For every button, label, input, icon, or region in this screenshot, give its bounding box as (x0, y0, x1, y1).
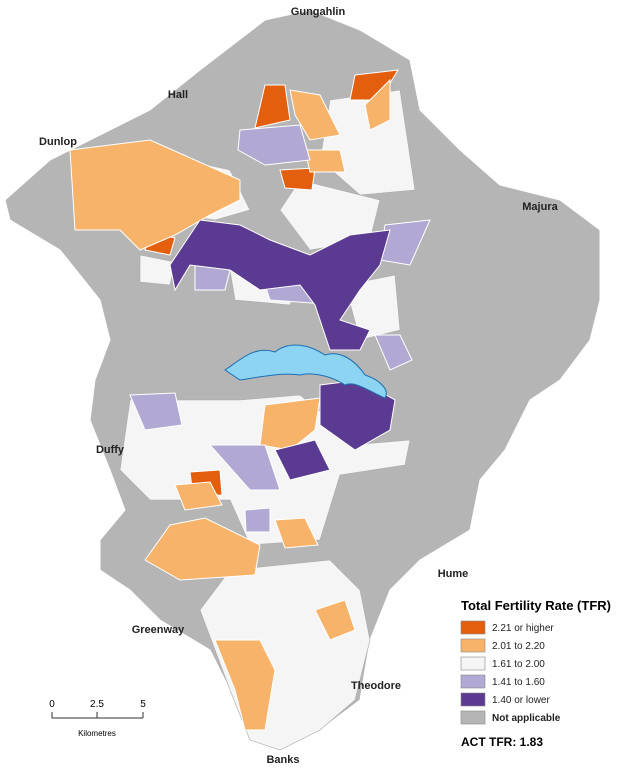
region (374, 334, 413, 371)
suburbs (139, 254, 176, 286)
lake (224, 344, 387, 399)
place-label: Dunlop (39, 136, 77, 148)
region (274, 439, 331, 481)
region (169, 219, 391, 351)
legend-swatch (460, 656, 486, 671)
scale-label: 2.5 (90, 699, 104, 710)
legend-label: 1.41 to 1.60 (492, 677, 545, 688)
scale-label: 0 (49, 699, 55, 710)
place-label: Gungahlin (291, 6, 346, 18)
region (254, 84, 291, 129)
region (274, 517, 319, 549)
legend-title: Total Fertility Rate (TFR) (461, 598, 611, 613)
legend-label: 2.21 or higher (492, 623, 554, 634)
region (129, 392, 183, 431)
region (244, 507, 271, 533)
region (314, 599, 356, 641)
place-label: Banks (266, 754, 299, 766)
region (364, 78, 391, 131)
legend-label: 1.40 or lower (492, 695, 550, 706)
place-label: Greenway (132, 624, 185, 636)
place-labels: Gungahlin Hall Dunlop Majura Duffy Hume … (39, 6, 559, 766)
legend-label: 2.01 to 2.20 (492, 641, 545, 652)
act-tfr: ACT TFR: 1.83 (461, 735, 543, 749)
region (304, 149, 346, 173)
legend-swatch (460, 674, 486, 689)
place-label: Duffy (96, 444, 125, 456)
legend: Total Fertility Rate (TFR) ACT TFR: 1.83… (460, 598, 611, 749)
legend-swatch (460, 638, 486, 653)
region (174, 481, 223, 511)
region (237, 124, 311, 166)
legend-swatch (460, 692, 486, 707)
place-label: Theodore (351, 680, 401, 692)
region (279, 167, 316, 191)
region (289, 89, 341, 141)
region (208, 444, 281, 491)
scale-bar: 0 2.5 5 Kilometres (49, 699, 146, 738)
region (144, 517, 261, 581)
region (214, 639, 276, 731)
legend-swatch (460, 710, 486, 725)
place-label: Majura (522, 201, 558, 213)
legend-label: Not applicable (492, 713, 561, 724)
scale-unit: Kilometres (78, 729, 116, 738)
region (259, 397, 321, 451)
scale-label: 5 (140, 699, 146, 710)
act-regions (4, 9, 601, 751)
legend-label: 1.61 to 2.00 (492, 659, 545, 670)
place-label: Hume (438, 568, 469, 580)
legend-swatch (460, 620, 486, 635)
region (69, 139, 241, 251)
place-label: Hall (168, 89, 188, 101)
